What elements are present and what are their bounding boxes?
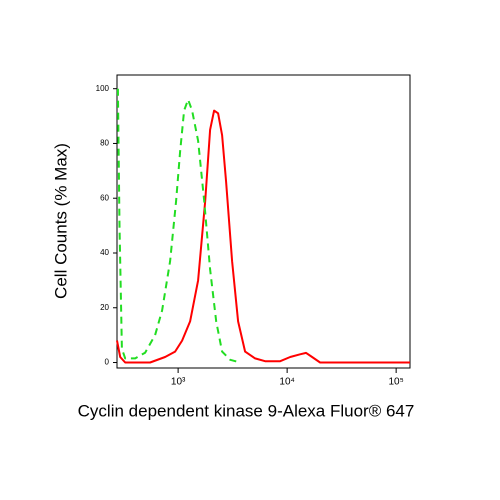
y-tick-label: 20	[100, 303, 109, 312]
y-tick-label: 80	[100, 139, 109, 148]
y-axis-label: Cell Counts (% Max)	[51, 143, 70, 299]
y-tick-label: 40	[100, 248, 109, 257]
y-tick-label: 60	[100, 193, 109, 202]
plot-frame	[116, 74, 411, 369]
x-tick-label: 10⁵	[389, 377, 404, 388]
y-tick-label: 100	[96, 84, 110, 93]
x-tick-label: 10³	[171, 377, 186, 388]
series-line	[116, 109, 410, 364]
x-tick-label: 10⁴	[279, 377, 294, 388]
series-line	[116, 88, 241, 364]
y-tick-label: 0	[105, 358, 110, 367]
x-axis-label: Cyclin dependent kinase 9-Alexa Fluor® 6…	[78, 401, 415, 420]
